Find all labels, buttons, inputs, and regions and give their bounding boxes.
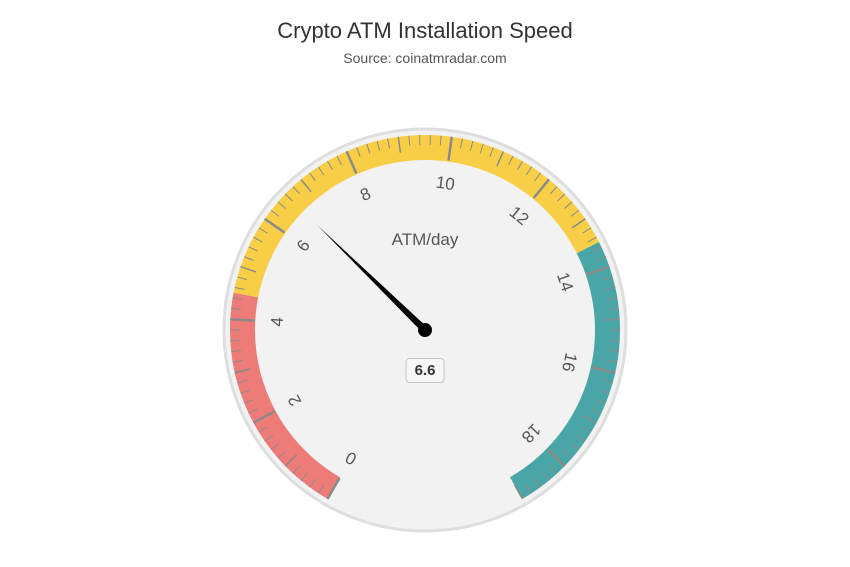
chart-title: Crypto ATM Installation Speed (0, 0, 850, 44)
gauge-unit-label: ATM/day (392, 230, 459, 250)
gauge-svg: 024681012141618 (215, 120, 635, 540)
chart-container: Crypto ATM Installation Speed Source: co… (0, 0, 850, 567)
gauge-tick-label: 10 (435, 173, 456, 194)
chart-subtitle: Source: coinatmradar.com (0, 50, 850, 66)
gauge-pivot (418, 323, 432, 337)
gauge-tick-label: 16 (558, 351, 581, 374)
gauge: 024681012141618 ATM/day 6.6 (215, 120, 635, 540)
gauge-value-box: 6.6 (406, 358, 445, 383)
gauge-tick-label: 4 (267, 317, 286, 328)
